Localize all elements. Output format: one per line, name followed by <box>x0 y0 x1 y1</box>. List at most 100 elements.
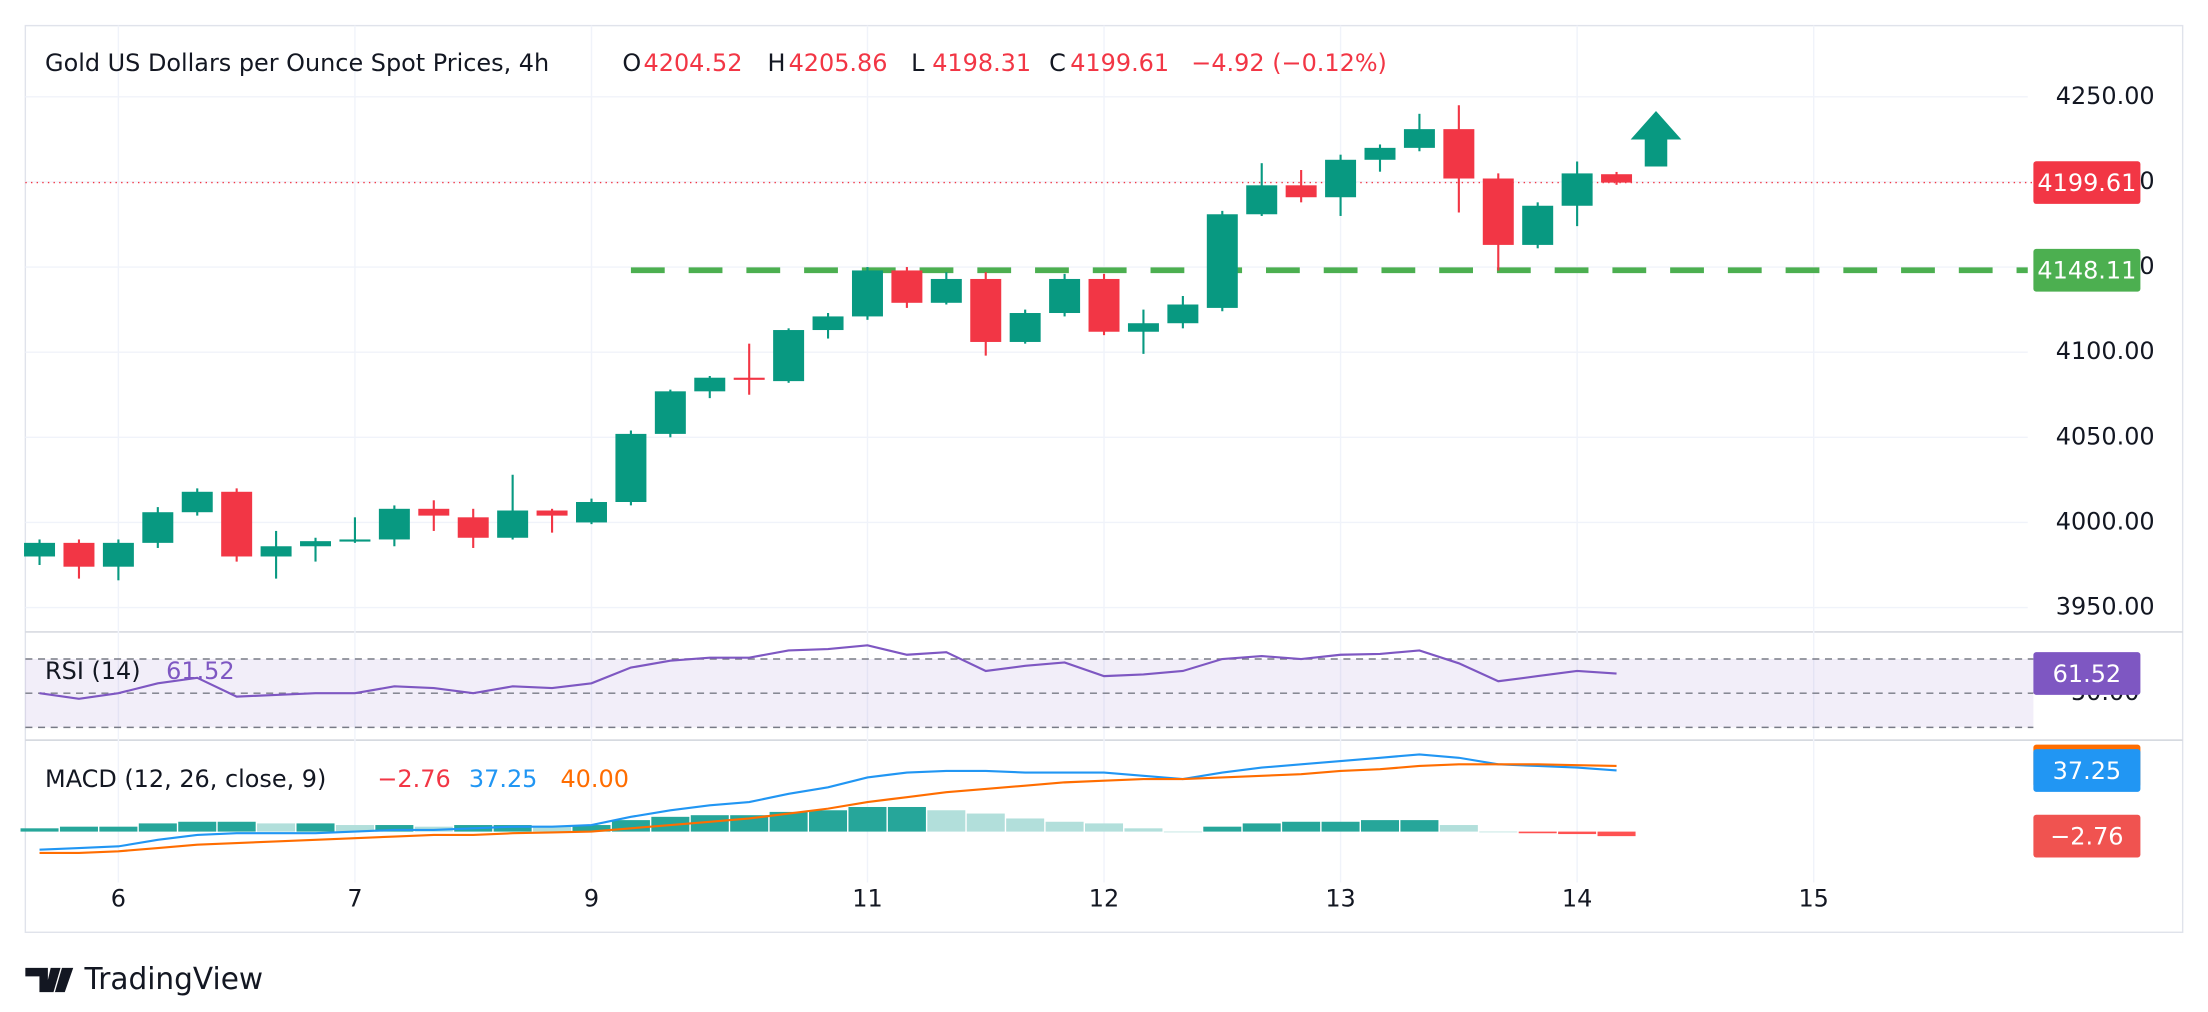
y-tick-label: 4000.00 <box>2056 507 2155 535</box>
chart-title: Gold US Dollars per Ounce Spot Prices, 4… <box>45 49 549 77</box>
ohlc-key: O <box>622 49 641 77</box>
histogram-bar <box>1400 820 1439 832</box>
ohlc-key: C <box>1049 49 1066 77</box>
histogram-bar <box>296 823 335 832</box>
histogram-bar <box>690 815 729 832</box>
histogram-bar <box>1439 825 1478 832</box>
candle-body <box>1285 185 1317 198</box>
candle-body <box>1364 147 1396 160</box>
histogram-bar <box>59 826 98 832</box>
y-tick-label: 4050.00 <box>2056 422 2155 450</box>
candle-body <box>63 542 95 567</box>
indicator-title: MACD (12, 26, close, 9) <box>45 765 326 793</box>
level-badge-bg <box>2033 248 2141 292</box>
candle-body <box>851 270 883 317</box>
histogram-bar <box>1518 831 1557 834</box>
plot: 6 7 9 11 12 13 14 15 3950.00 4000.00 4050.00 4100.0… <box>20 25 2155 913</box>
candle-body <box>773 330 805 382</box>
ohlc-value: 4204.52 <box>644 49 743 77</box>
histogram-bar <box>335 825 374 832</box>
last-price-badge-bg <box>2033 161 2141 204</box>
histogram-bar <box>99 826 138 832</box>
candle-body <box>1443 129 1475 179</box>
x-tick-label: 14 <box>1562 884 1592 912</box>
histogram-bar <box>178 821 217 832</box>
histogram-bar <box>848 806 887 832</box>
histogram-bar <box>809 810 848 832</box>
candle-body <box>733 377 765 380</box>
ohlc-value: 4205.86 <box>789 49 888 77</box>
histogram-bar <box>1045 821 1084 832</box>
histogram-bar <box>1479 831 1518 833</box>
histogram-bar <box>1242 823 1281 832</box>
rsi-badge-bg <box>2033 652 2141 695</box>
candle-body <box>1403 129 1435 148</box>
candle-body <box>1561 173 1593 206</box>
histogram-bar <box>611 820 650 832</box>
tradingview-logo <box>25 967 74 993</box>
histogram-bar <box>887 806 926 832</box>
rsi-line <box>39 644 1617 700</box>
histogram-bar <box>257 823 296 832</box>
candle-body <box>576 501 607 523</box>
candle-body <box>891 270 923 303</box>
candle-body <box>1482 178 1514 245</box>
x-tick-label: 13 <box>1325 884 1355 912</box>
candle-body <box>970 278 1002 342</box>
macd-badge-bg <box>2033 814 2141 858</box>
indicator-value: −2.76 <box>377 765 450 793</box>
candle-body <box>339 539 371 542</box>
candle-body <box>1088 278 1120 332</box>
histogram-bar <box>769 811 808 832</box>
histogram-bar <box>533 825 572 832</box>
ohlc-key: H <box>767 49 785 77</box>
histogram-bar <box>375 825 414 832</box>
histogram-bar <box>1124 828 1163 832</box>
x-tick-label: 11 <box>852 884 882 912</box>
candle-body <box>418 508 450 516</box>
histogram-bar <box>1006 818 1045 832</box>
candle-body <box>1049 278 1081 314</box>
candle-body <box>181 491 213 513</box>
histogram-bar <box>20 828 59 832</box>
histogram-bar <box>572 825 611 832</box>
candle-body <box>1009 313 1041 342</box>
candle-body <box>694 377 726 392</box>
histogram-bar <box>966 813 1005 832</box>
histogram-bar <box>1163 831 1202 833</box>
macd-badge: −2.76 <box>2050 822 2123 850</box>
candle-body <box>378 508 410 540</box>
candle-body <box>1522 205 1554 245</box>
x-tick-label: 9 <box>584 884 599 912</box>
candle-body <box>615 433 647 502</box>
candle-body <box>102 542 134 567</box>
x-tick-label: 6 <box>111 884 126 912</box>
x-tick-label: 15 <box>1798 884 1828 912</box>
candle-body <box>1246 185 1278 215</box>
indicator-value: 40.00 <box>560 765 628 793</box>
candle-body <box>142 512 174 543</box>
histogram-bar <box>138 823 177 832</box>
x-tick-label: 7 <box>347 884 362 912</box>
histogram-bar <box>217 821 256 832</box>
histogram-bar <box>1597 831 1636 837</box>
indicator-value: 37.25 <box>469 765 537 793</box>
candle-body <box>300 541 332 547</box>
y-tick-label: 4100.00 <box>2056 337 2155 365</box>
candle-body <box>457 517 489 538</box>
x-tick-label: 12 <box>1089 884 1119 912</box>
ohlc-value: 4198.31 <box>932 49 1031 77</box>
candle-body <box>1325 159 1357 198</box>
y-tick-label: 4250.00 <box>2056 82 2155 110</box>
histogram-bar <box>1085 823 1124 832</box>
change: −4.92 (−0.12%) <box>1191 49 1387 77</box>
candle-body <box>812 316 844 331</box>
last-price-badge: 4199.61 <box>2037 169 2136 197</box>
rsi-badge: 61.52 <box>2053 660 2121 688</box>
histogram-bar <box>1321 821 1360 832</box>
indicator-title: RSI (14) <box>45 657 141 685</box>
candle-body <box>221 491 253 557</box>
candle-body <box>1167 304 1199 324</box>
histogram-bar <box>1203 826 1242 832</box>
